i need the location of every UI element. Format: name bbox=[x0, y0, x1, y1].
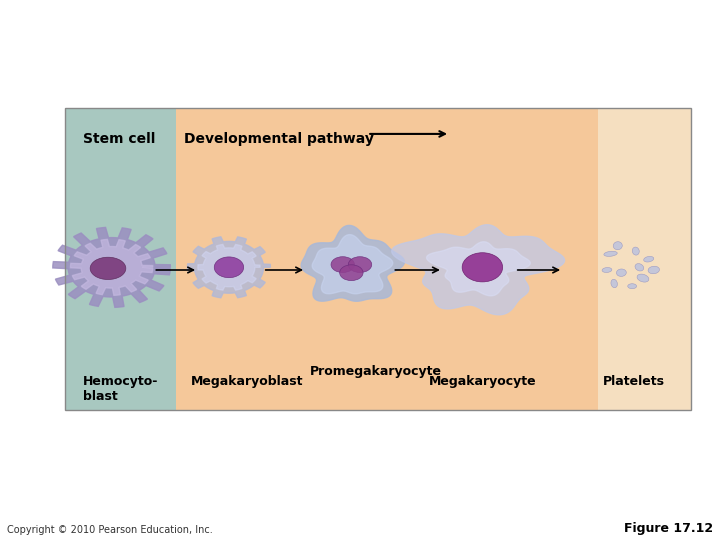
Ellipse shape bbox=[602, 267, 612, 273]
FancyBboxPatch shape bbox=[598, 108, 691, 410]
Polygon shape bbox=[198, 245, 260, 290]
Ellipse shape bbox=[648, 266, 660, 274]
Ellipse shape bbox=[90, 257, 126, 280]
Text: Megakaryocyte: Megakaryocyte bbox=[428, 375, 536, 388]
Text: Stem cell: Stem cell bbox=[83, 132, 156, 146]
Ellipse shape bbox=[611, 279, 617, 288]
Ellipse shape bbox=[616, 269, 626, 276]
Text: Hemocyto-
blast: Hemocyto- blast bbox=[83, 375, 158, 403]
Ellipse shape bbox=[644, 256, 654, 262]
Ellipse shape bbox=[340, 265, 363, 281]
Ellipse shape bbox=[635, 264, 644, 271]
Polygon shape bbox=[392, 225, 564, 315]
FancyBboxPatch shape bbox=[176, 108, 598, 410]
Polygon shape bbox=[53, 227, 171, 307]
Ellipse shape bbox=[637, 274, 649, 282]
Text: Promegakaryocyte: Promegakaryocyte bbox=[310, 364, 441, 377]
Polygon shape bbox=[426, 242, 531, 296]
Polygon shape bbox=[71, 239, 153, 295]
Ellipse shape bbox=[632, 247, 639, 255]
Ellipse shape bbox=[215, 257, 243, 278]
Ellipse shape bbox=[348, 256, 372, 273]
Polygon shape bbox=[301, 225, 405, 301]
Text: Figure 17.12: Figure 17.12 bbox=[624, 522, 713, 535]
Text: Megakaryoblast: Megakaryoblast bbox=[191, 375, 303, 388]
FancyBboxPatch shape bbox=[65, 108, 176, 410]
Text: Platelets: Platelets bbox=[603, 375, 665, 388]
Polygon shape bbox=[312, 234, 393, 294]
Ellipse shape bbox=[628, 284, 636, 289]
Ellipse shape bbox=[613, 242, 622, 249]
Ellipse shape bbox=[331, 256, 354, 273]
Text: Copyright © 2010 Pearson Education, Inc.: Copyright © 2010 Pearson Education, Inc. bbox=[7, 524, 213, 535]
Text: Developmental pathway: Developmental pathway bbox=[184, 132, 374, 146]
Polygon shape bbox=[187, 237, 271, 298]
Ellipse shape bbox=[462, 253, 503, 282]
Ellipse shape bbox=[604, 251, 617, 256]
